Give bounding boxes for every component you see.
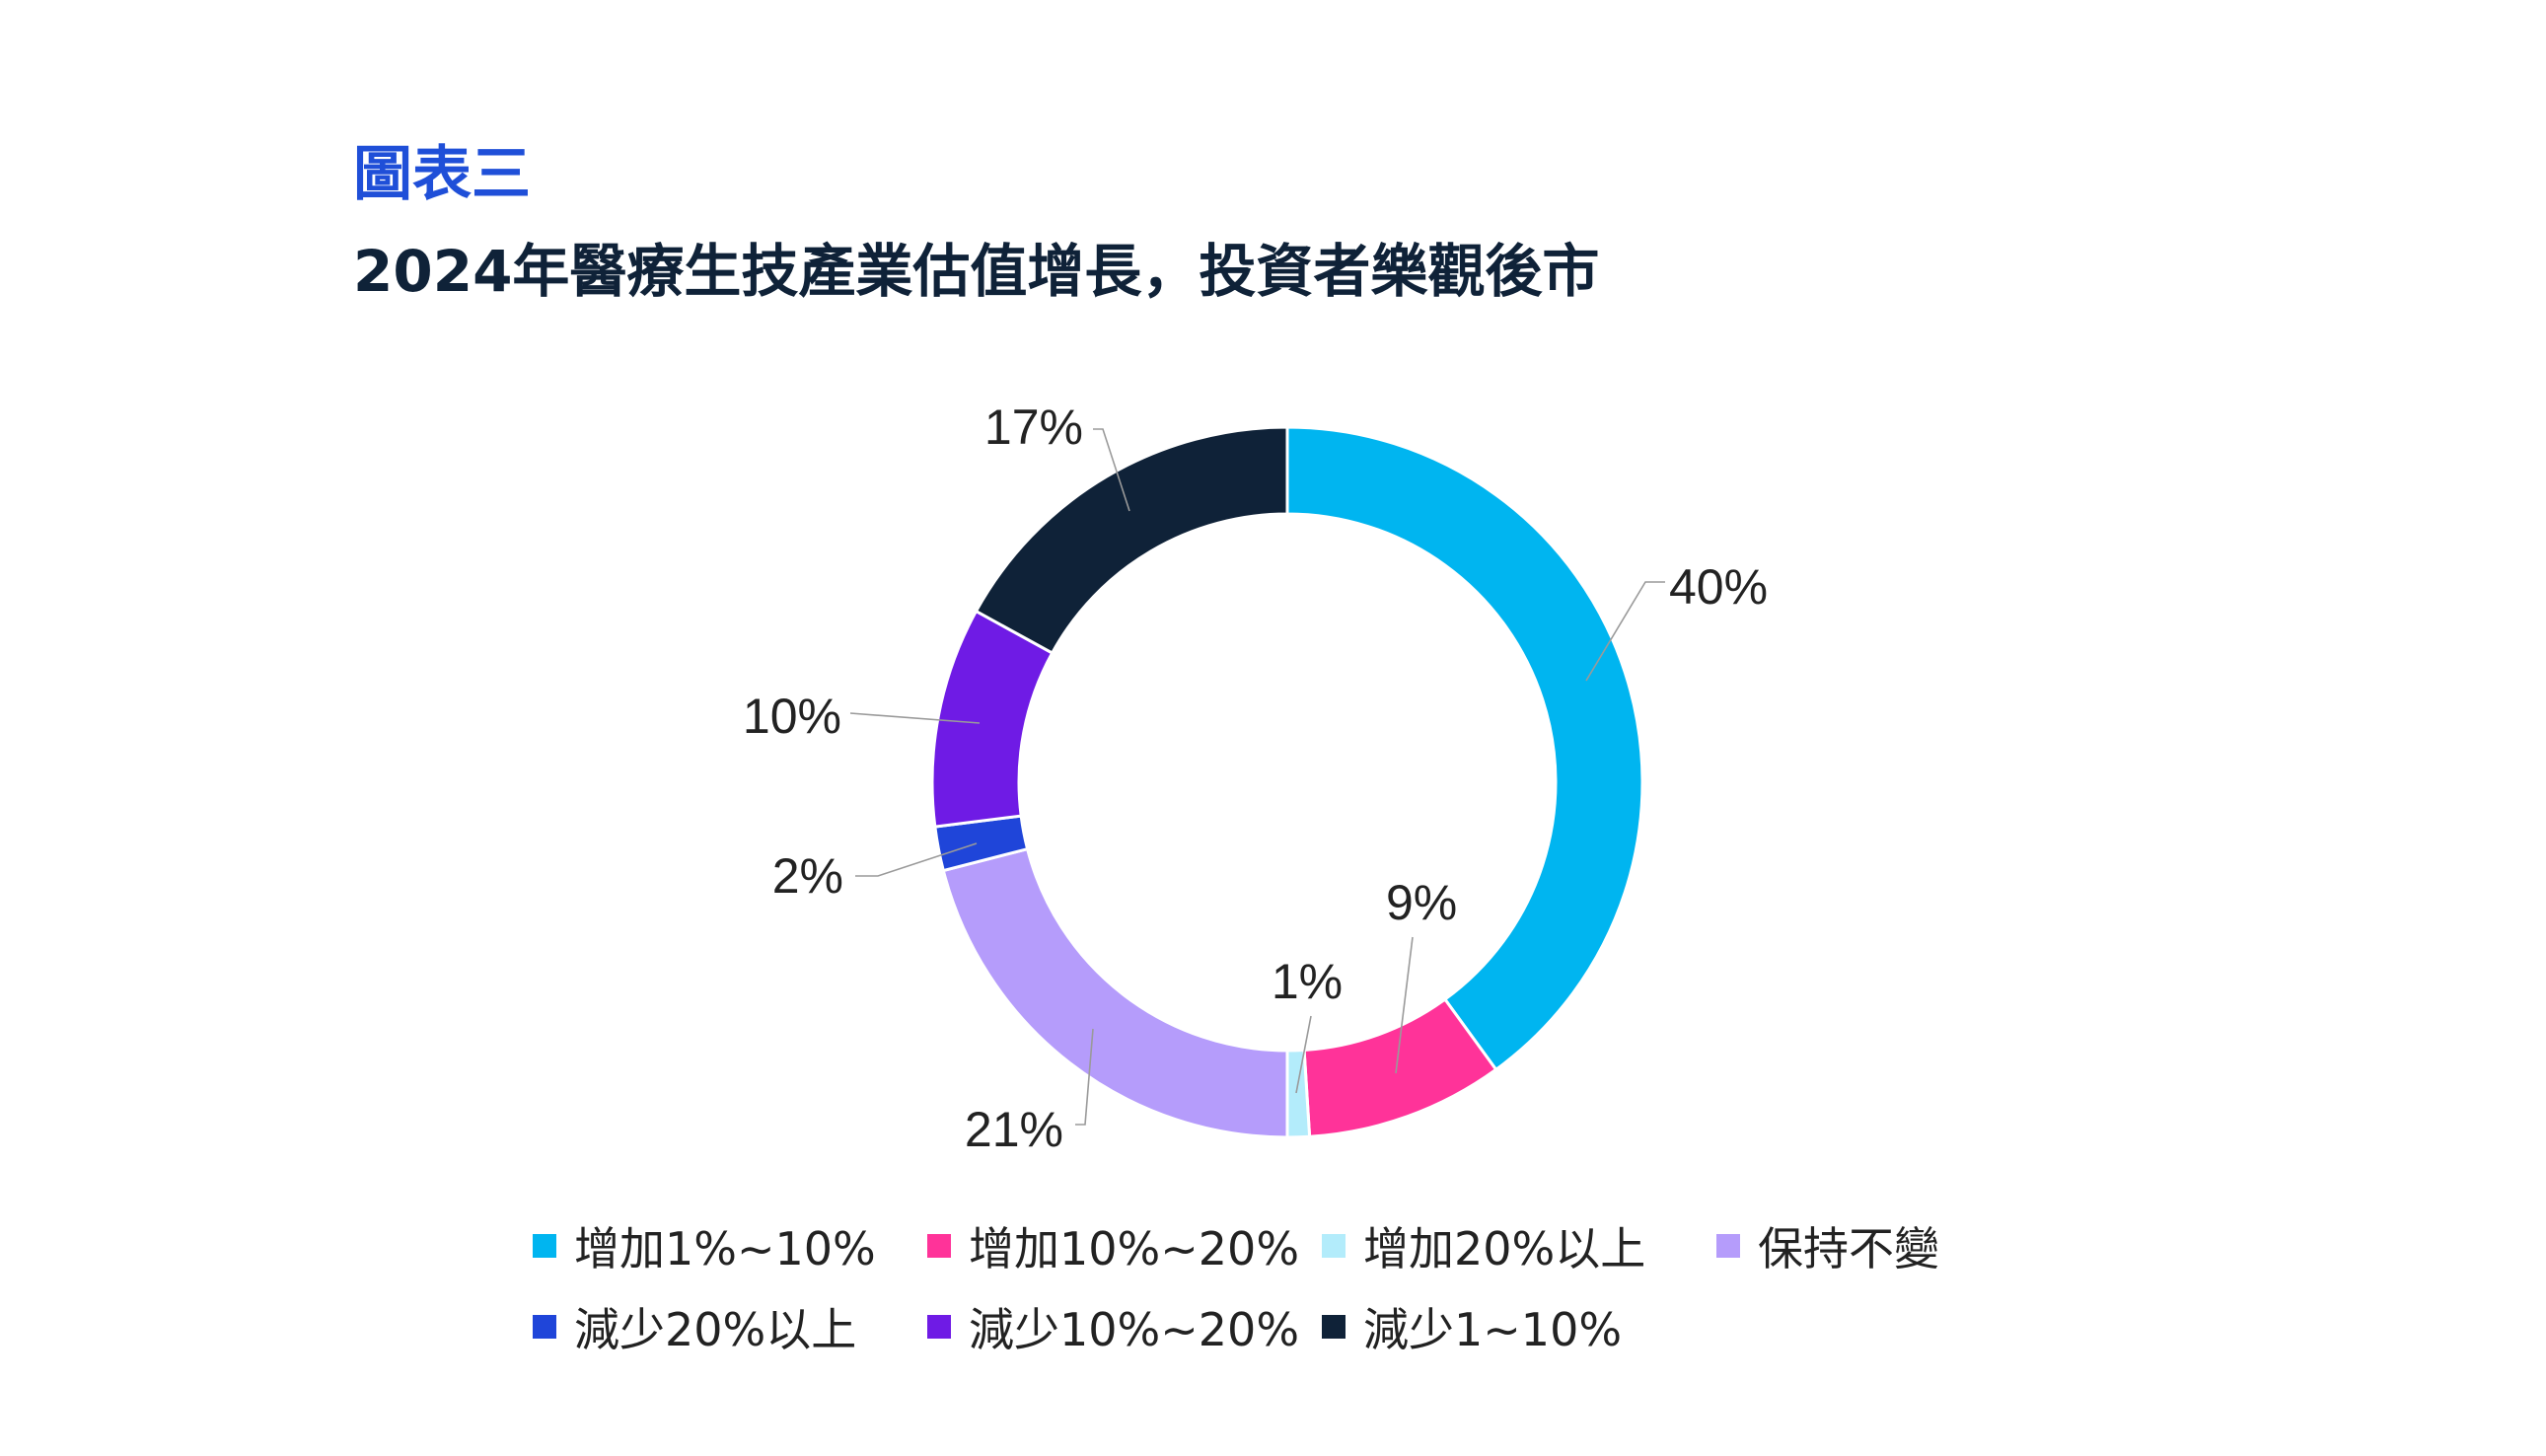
slice-value-label: 2% — [772, 848, 843, 904]
legend-swatch — [1322, 1234, 1346, 1258]
label-leader-line — [855, 842, 978, 877]
legend-label: 增加20%以上 — [1363, 1222, 1646, 1275]
label-leader-line — [1585, 581, 1665, 682]
slice-value-label: 21% — [965, 1102, 1063, 1157]
slice-value-label: 10% — [743, 689, 841, 744]
legend-item: 保持不變 — [1716, 1213, 2012, 1278]
figure-label: 圖表三 — [353, 140, 531, 209]
legend-row: 增加1%~10% 增加10%~20% 增加20%以上 保持不變 — [533, 1205, 2012, 1286]
slice-value-label: 1% — [1272, 954, 1343, 1009]
legend-swatch — [927, 1315, 951, 1339]
donut-slice — [941, 846, 1289, 1139]
chart-title: 2024年醫療生技產業估值增長，投資者樂觀後市 — [353, 238, 1600, 305]
donut-slice — [1285, 425, 1644, 1072]
legend-swatch — [1322, 1315, 1346, 1339]
legend-item: 減少1~10% — [1322, 1294, 1716, 1359]
label-leader-line — [1075, 1028, 1094, 1126]
legend-item: 增加10%~20% — [927, 1213, 1322, 1278]
legend-label: 保持不變 — [1758, 1222, 1939, 1275]
legend-item: 減少20%以上 — [533, 1294, 927, 1359]
legend-swatch — [533, 1315, 556, 1339]
legend-swatch — [927, 1234, 951, 1258]
legend-swatch — [1716, 1234, 1740, 1258]
legend-swatch — [533, 1234, 556, 1258]
legend-label: 減少10%~20% — [969, 1303, 1300, 1356]
label-leader-line — [1093, 428, 1130, 512]
label-leader-line — [1395, 936, 1414, 1074]
legend-label: 減少20%以上 — [574, 1303, 857, 1356]
slice-value-label: 9% — [1386, 875, 1457, 930]
chart-legend: 增加1%~10% 增加10%~20% 增加20%以上 保持不變減少20%以上 減少10%… — [533, 1205, 2012, 1367]
donut-slice — [1285, 1048, 1312, 1139]
label-leader-line — [849, 712, 981, 724]
label-leader-line — [1295, 1015, 1312, 1094]
slice-value-label: 40% — [1669, 559, 1768, 615]
legend-item: 增加1%~10% — [533, 1213, 927, 1278]
donut-slice — [974, 425, 1289, 655]
legend-label: 增加1%~10% — [574, 1222, 876, 1275]
legend-label: 減少1~10% — [1363, 1303, 1623, 1356]
legend-item: 減少10%~20% — [927, 1294, 1322, 1359]
legend-label: 增加10%~20% — [969, 1222, 1300, 1275]
legend-item: 增加20%以上 — [1322, 1213, 1716, 1278]
legend-row: 減少20%以上 減少10%~20% 減少1~10% — [533, 1286, 2012, 1367]
slice-value-label: 17% — [984, 400, 1083, 455]
